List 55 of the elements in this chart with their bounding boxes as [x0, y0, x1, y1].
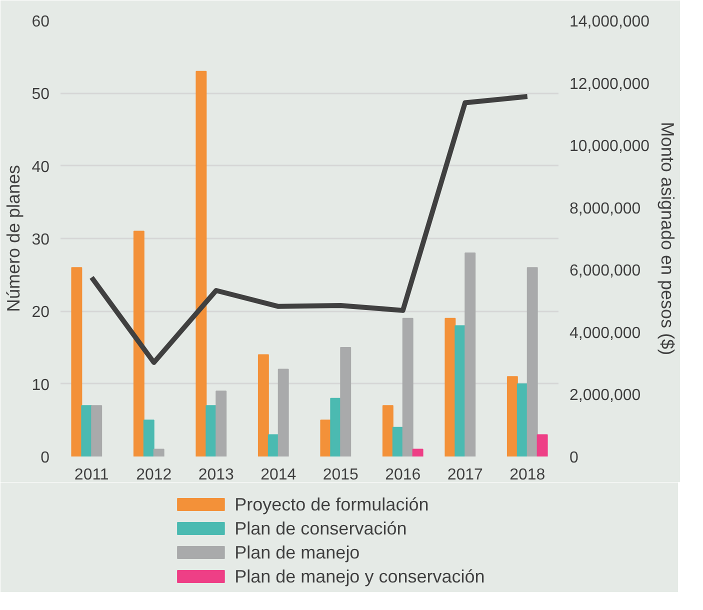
y2-tick-label: 0 — [570, 450, 578, 466]
bar — [91, 405, 102, 456]
bar — [71, 267, 82, 456]
y2-tick-label: 10,000,000 — [570, 138, 650, 156]
bar — [516, 383, 528, 456]
bar — [81, 405, 92, 456]
y2-axis-title: Monto asignado en pesos ($) — [658, 122, 678, 356]
bar — [340, 347, 352, 456]
bar — [454, 325, 466, 456]
y2-tick-label: 2,000,000 — [570, 387, 641, 404]
bar — [536, 434, 548, 456]
y-tick-label: 0 — [40, 450, 50, 466]
legend-label: Plan de manejo y conservación — [234, 566, 485, 586]
bar — [526, 267, 538, 456]
y-tick-label: 20 — [32, 304, 50, 322]
x-tick-label: 2013 — [198, 466, 234, 484]
bar — [382, 405, 394, 456]
y-tick-label: 10 — [32, 376, 50, 394]
y2-tick-label: 12,000,000 — [570, 76, 650, 93]
bar — [133, 230, 144, 456]
bar — [258, 354, 269, 456]
legend-label: Proyecto de formulación — [234, 494, 429, 514]
x-tick-label: 2018 — [510, 466, 546, 484]
y-tick-label: 60 — [32, 14, 50, 30]
y-tick-label: 40 — [32, 158, 50, 176]
bar — [444, 318, 456, 456]
bar — [402, 318, 414, 456]
bar — [320, 420, 332, 456]
bar — [216, 390, 227, 456]
x-tick-label: 2011 — [74, 466, 109, 484]
bar — [412, 448, 424, 456]
bar — [143, 420, 154, 456]
y2-tick-label: 4,000,000 — [570, 324, 641, 342]
bar — [392, 426, 404, 456]
bar — [196, 70, 207, 456]
bar — [506, 376, 518, 456]
x-tick-label: 2012 — [136, 466, 172, 484]
legend-label: Plan de conservación — [234, 518, 407, 538]
x-tick-label: 2016 — [385, 466, 421, 484]
bar — [153, 448, 164, 456]
legend-label: Plan de manejo — [234, 542, 360, 562]
y2-tick-label: 6,000,000 — [570, 262, 641, 280]
x-tick-label: 2015 — [322, 466, 359, 484]
bar — [206, 405, 217, 456]
bar — [330, 398, 342, 456]
y-tick-label: 50 — [32, 86, 50, 104]
y-tick-label: 30 — [32, 232, 50, 248]
bar — [268, 434, 279, 456]
y-axis-title: Número de planes — [4, 164, 24, 312]
x-tick-label: 2017 — [447, 466, 484, 484]
x-tick-label: 2014 — [260, 466, 296, 484]
bar — [464, 252, 476, 456]
y2-tick-label: 8,000,000 — [570, 200, 641, 218]
y2-tick-label: 14,000,000 — [570, 14, 650, 30]
bar — [278, 368, 289, 456]
